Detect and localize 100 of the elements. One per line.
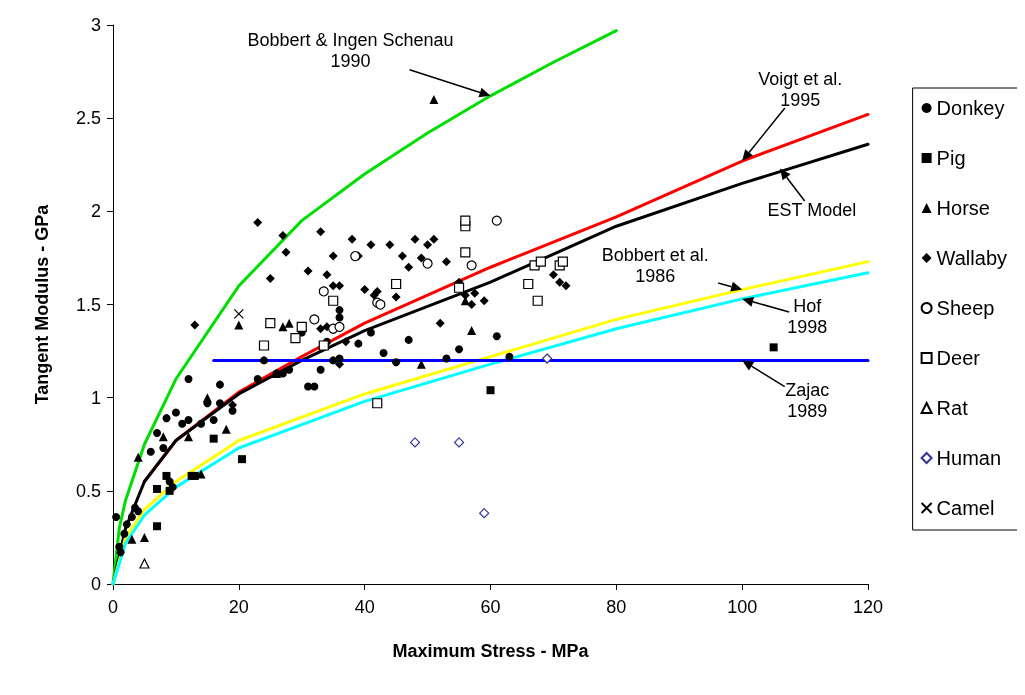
legend-label: Horse	[936, 197, 990, 219]
point	[139, 558, 150, 569]
y-tick-label: 0.5	[75, 480, 101, 501]
point	[441, 257, 451, 267]
x-tick-label: 20	[228, 597, 249, 617]
point	[184, 416, 193, 425]
point	[479, 296, 489, 306]
point	[215, 380, 224, 389]
point	[366, 240, 376, 250]
point	[318, 286, 329, 297]
point	[316, 324, 326, 334]
x-tick-label: 60	[480, 597, 501, 617]
point	[296, 321, 307, 332]
point	[253, 375, 262, 384]
legend-label: Pig	[936, 147, 966, 169]
point	[328, 251, 338, 261]
point	[335, 313, 344, 322]
y-tick-label: 1.5	[75, 294, 101, 315]
point	[385, 240, 395, 250]
point	[542, 353, 553, 364]
point	[153, 484, 162, 493]
point	[310, 382, 319, 391]
point	[372, 398, 383, 409]
point	[460, 215, 471, 226]
x-tick-label: 0	[107, 597, 119, 617]
legend-label: Sheep	[936, 297, 995, 319]
point	[769, 343, 778, 352]
point	[153, 429, 162, 438]
point	[334, 321, 345, 332]
point	[470, 288, 480, 298]
point	[392, 358, 401, 367]
y-tick-label: 3	[90, 15, 101, 35]
point	[404, 335, 413, 344]
point	[416, 253, 426, 263]
x-tick-label: 100	[727, 597, 758, 617]
point	[260, 356, 268, 365]
point	[532, 295, 543, 306]
point	[153, 522, 162, 531]
point	[197, 419, 206, 428]
point	[360, 285, 370, 295]
point	[290, 332, 301, 344]
point	[453, 437, 465, 448]
point	[159, 443, 168, 452]
point	[221, 424, 231, 434]
point	[265, 318, 276, 329]
point	[171, 408, 180, 417]
point	[328, 295, 339, 306]
point	[284, 318, 294, 328]
point	[318, 340, 329, 351]
point	[120, 529, 129, 538]
point	[391, 292, 401, 302]
legend-label: Donkey	[936, 97, 1005, 119]
point	[233, 308, 244, 319]
point	[429, 95, 439, 105]
point	[322, 270, 332, 280]
point	[341, 337, 351, 347]
point	[285, 365, 294, 374]
annotation: Hof 1998	[787, 296, 828, 338]
point	[303, 266, 313, 276]
point	[435, 318, 445, 328]
legend-label: Rat	[936, 397, 969, 419]
point	[455, 345, 464, 354]
annotation: Voigt et al. 1995	[758, 68, 843, 110]
point	[162, 414, 171, 423]
point	[178, 419, 187, 428]
point	[410, 234, 420, 244]
point	[492, 332, 501, 341]
legend-label: Camel	[936, 497, 995, 519]
point	[416, 359, 426, 369]
point	[335, 306, 344, 315]
point	[335, 281, 344, 291]
annotation: EST Model	[767, 200, 857, 221]
point	[442, 354, 451, 363]
point	[535, 256, 546, 267]
y-tick-label: 2.5	[75, 108, 101, 129]
point	[281, 247, 291, 257]
annotation: Bobbert & Ingen Schenau 1990	[247, 30, 454, 72]
point	[555, 277, 565, 287]
point	[557, 256, 568, 267]
point	[133, 452, 143, 462]
point	[486, 386, 495, 395]
point	[372, 286, 382, 296]
annotation: Bobbert et al. 1986	[601, 245, 709, 287]
point	[479, 508, 490, 519]
point	[278, 231, 288, 241]
y-tick-label: 1	[90, 387, 101, 408]
point	[265, 273, 275, 283]
point	[409, 437, 421, 448]
point	[146, 447, 155, 456]
point	[453, 282, 465, 293]
point	[316, 227, 326, 237]
point	[467, 300, 477, 309]
point	[127, 512, 136, 521]
point	[404, 262, 414, 272]
point	[422, 258, 433, 269]
point	[397, 251, 407, 261]
point	[209, 434, 218, 443]
point	[258, 340, 270, 351]
point	[190, 320, 200, 330]
point	[429, 234, 439, 244]
